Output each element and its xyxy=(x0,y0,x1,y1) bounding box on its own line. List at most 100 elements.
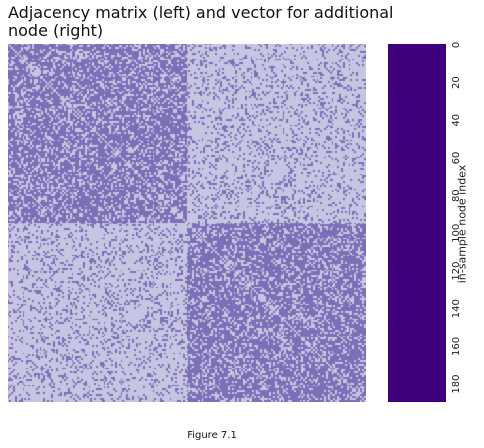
vector-cell xyxy=(388,196,446,199)
vector-cell xyxy=(388,87,446,90)
vector-cell xyxy=(388,296,446,299)
vector-cell xyxy=(388,51,446,54)
vector-cell xyxy=(388,76,446,79)
vector-cell xyxy=(388,81,446,84)
vector-cell xyxy=(388,304,446,307)
vector-cell xyxy=(388,128,446,132)
vector-cell xyxy=(388,341,446,344)
vector-cell xyxy=(388,140,446,143)
vector-cell xyxy=(388,356,446,360)
vector-cell xyxy=(388,70,446,73)
vector-cell xyxy=(388,339,446,343)
vector-cell xyxy=(388,358,446,361)
vector-cell xyxy=(388,83,446,86)
vector-cell xyxy=(388,390,446,393)
vector-cell xyxy=(388,158,446,162)
vector-cell xyxy=(388,290,446,294)
vector-cell xyxy=(388,224,446,228)
vector-cell xyxy=(388,177,446,181)
vector-cell xyxy=(388,172,446,175)
vector-cell xyxy=(388,91,446,94)
vector-cell xyxy=(388,320,446,324)
vector-cell xyxy=(388,360,446,363)
vector-cell xyxy=(388,368,446,371)
vector-cell xyxy=(388,111,446,115)
adjacency-matrix-cells xyxy=(8,44,366,402)
y-tick-label: 40 xyxy=(451,114,462,127)
vector-cell xyxy=(388,366,446,369)
vector-cell xyxy=(388,200,446,203)
vector-cell xyxy=(388,394,446,397)
vector-cell xyxy=(388,311,446,314)
vector-cell xyxy=(388,375,446,378)
vector-cell xyxy=(388,388,446,392)
vector-cell xyxy=(388,100,446,103)
vector-cell xyxy=(388,198,446,201)
vector-cell xyxy=(388,62,446,66)
vector-cell xyxy=(388,60,446,64)
vector-cell xyxy=(388,194,446,198)
vector-cell xyxy=(388,349,446,352)
vector-cell xyxy=(388,275,446,279)
vector-cell xyxy=(388,185,446,188)
vector-cell xyxy=(388,113,446,116)
vector-cell xyxy=(388,351,446,354)
vector-cell xyxy=(388,98,446,101)
vector-cell xyxy=(388,337,446,341)
vector-cell xyxy=(388,285,446,288)
vector-cell xyxy=(388,288,446,292)
y-tick-label: 140 xyxy=(451,299,462,318)
vector-cell xyxy=(388,44,446,47)
vector-cell xyxy=(388,268,446,271)
vector-cell xyxy=(388,328,446,331)
vector-cell xyxy=(388,245,446,248)
vector-cell xyxy=(388,104,446,107)
vector-cell xyxy=(388,369,446,373)
vector-cell xyxy=(388,121,446,124)
vector-cell xyxy=(388,221,446,224)
vector-cell xyxy=(388,317,446,320)
vector-cell xyxy=(388,183,446,186)
vector-cell xyxy=(388,74,446,77)
vector-cell xyxy=(388,109,446,113)
vector-cell xyxy=(388,270,446,273)
vector-cell xyxy=(388,249,446,252)
vector-cell xyxy=(388,192,446,196)
vector-cell xyxy=(388,155,446,158)
vector-cell xyxy=(388,55,446,58)
additional-node-vector-heatmap xyxy=(386,44,449,403)
vector-cell xyxy=(388,106,446,109)
vector-cell xyxy=(388,332,446,335)
vector-cell xyxy=(388,134,446,137)
vector-cell xyxy=(388,45,446,49)
vector-cell xyxy=(388,277,446,280)
vector-cell xyxy=(388,271,446,275)
vector-cell xyxy=(388,273,446,277)
vector-cell xyxy=(388,255,446,258)
vector-cell xyxy=(388,322,446,326)
vector-cell xyxy=(388,96,446,100)
vector-cell xyxy=(388,232,446,235)
vector-cell xyxy=(388,253,446,256)
vector-cell xyxy=(388,187,446,190)
vector-cell xyxy=(388,72,446,75)
vector-cell xyxy=(388,132,446,135)
vector-cell xyxy=(388,215,446,218)
vector-cell xyxy=(388,181,446,184)
vector-cell xyxy=(388,79,446,83)
vector-cell xyxy=(388,256,446,260)
y-tick-label: 160 xyxy=(451,337,462,356)
vector-cell xyxy=(388,228,446,231)
adjacency-matrix-heatmap xyxy=(8,44,366,402)
vector-cell xyxy=(388,217,446,220)
vector-cell xyxy=(388,353,446,356)
vector-cell xyxy=(388,236,446,239)
vector-cell xyxy=(388,385,446,388)
vector-cell xyxy=(388,279,446,282)
vector-cell xyxy=(388,211,446,214)
vector-cell xyxy=(388,190,446,194)
vector-cell xyxy=(388,345,446,348)
vector-cell xyxy=(388,147,446,150)
vector-cell xyxy=(388,202,446,205)
y-tick-label: 20 xyxy=(451,76,462,89)
